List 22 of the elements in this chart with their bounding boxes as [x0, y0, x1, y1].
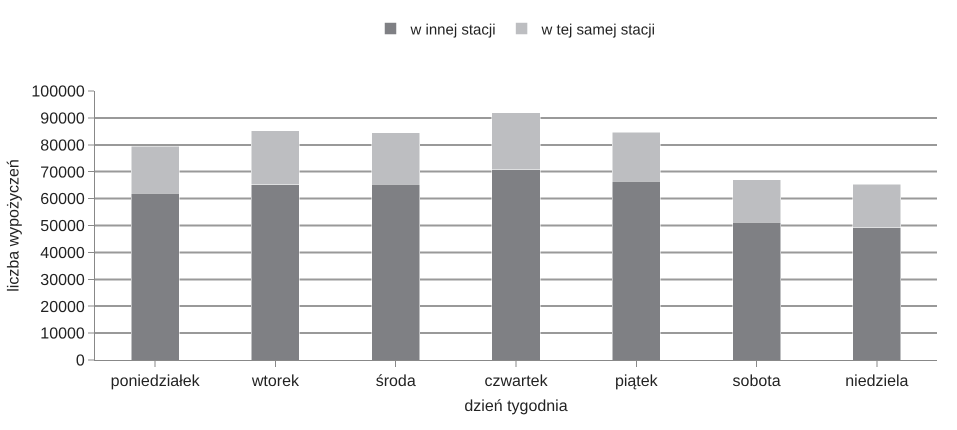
x-tick-label: niedziela [845, 373, 909, 390]
y-axis-title: liczba wypożyczeń [5, 159, 22, 292]
x-tick-label: środa [376, 373, 416, 390]
y-tick-label: 100000 [31, 84, 85, 101]
y-tick-label: 30000 [40, 272, 85, 289]
legend-label: w tej samej stacji [540, 21, 655, 38]
y-tick-label: 0 [76, 352, 85, 370]
y-tick-label: 10000 [40, 326, 85, 343]
x-tick-label: poniedziałek [110, 373, 201, 390]
legend-label: w innej stacji [410, 21, 496, 38]
x-tick-label: piątek [614, 373, 659, 390]
y-tick-label: 50000 [40, 218, 85, 236]
y-tick-label: 70000 [40, 164, 85, 182]
x-axis-title: dzień tygodnia [464, 398, 568, 415]
y-tick-label: 40000 [40, 245, 85, 262]
x-tick-label: czwartek [484, 373, 549, 390]
y-tick-label: 60000 [40, 191, 85, 208]
y-tick-label: 90000 [40, 110, 85, 128]
y-tick-label: 80000 [40, 137, 85, 154]
x-tick-label: sobota [732, 373, 781, 390]
y-tick-label: 20000 [40, 298, 85, 316]
x-tick-label: wtorek [250, 373, 300, 390]
